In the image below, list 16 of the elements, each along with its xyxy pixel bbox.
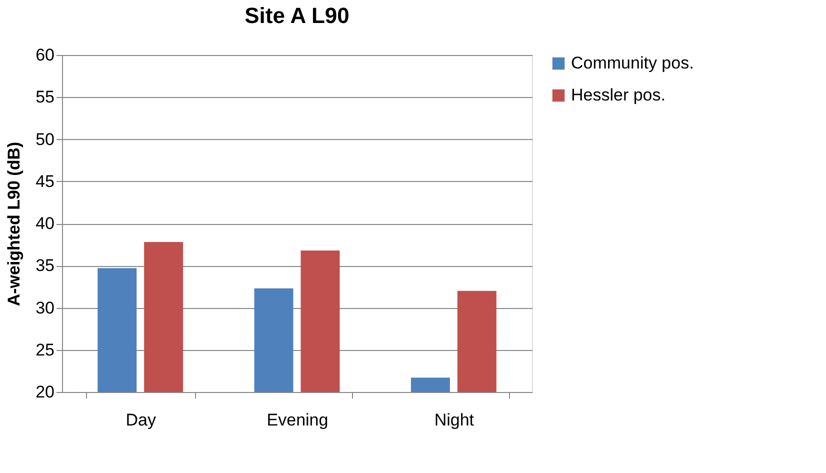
- x-tick-label: Day: [126, 410, 156, 430]
- x-tick-label: Night: [434, 410, 474, 430]
- y-tick-label: 20: [36, 382, 54, 402]
- y-tick-label: 55: [36, 88, 54, 107]
- y-tick-label: 25: [36, 340, 54, 360]
- legend-label: Hessler pos.: [571, 86, 666, 104]
- y-tick-label: 45: [36, 172, 54, 191]
- y-tick-label: 50: [36, 130, 54, 149]
- y-axis-title: A-weighted L90 (dB): [4, 142, 24, 306]
- y-tick-label: 60: [36, 46, 54, 64]
- legend-label: Community pos.: [571, 54, 694, 72]
- chart-title: Site A L90: [244, 3, 350, 28]
- y-tick-label: 35: [36, 256, 54, 276]
- y-tick-label: 40: [36, 214, 54, 233]
- y-tick-label: 30: [36, 298, 54, 318]
- x-tick-label: Evening: [266, 410, 328, 430]
